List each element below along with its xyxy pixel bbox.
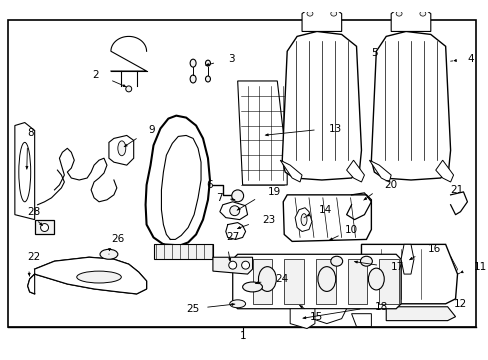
Ellipse shape — [330, 11, 336, 16]
Polygon shape — [347, 259, 366, 304]
Polygon shape — [15, 122, 35, 220]
Polygon shape — [28, 257, 146, 294]
Text: 2: 2 — [92, 70, 99, 80]
Text: 21: 21 — [449, 185, 463, 195]
Polygon shape — [109, 135, 133, 165]
Ellipse shape — [19, 142, 31, 202]
Polygon shape — [361, 244, 457, 304]
Text: 1: 1 — [239, 332, 245, 342]
Polygon shape — [237, 81, 286, 185]
Polygon shape — [370, 31, 449, 180]
Polygon shape — [284, 259, 304, 304]
Polygon shape — [295, 208, 311, 231]
Ellipse shape — [228, 261, 236, 269]
Text: 14: 14 — [318, 205, 331, 215]
Text: 9: 9 — [148, 126, 155, 135]
Ellipse shape — [190, 59, 196, 67]
Ellipse shape — [77, 271, 121, 283]
Ellipse shape — [190, 75, 196, 83]
Ellipse shape — [125, 86, 131, 92]
Text: 8: 8 — [28, 129, 34, 139]
Polygon shape — [368, 160, 390, 182]
Ellipse shape — [241, 261, 249, 269]
Polygon shape — [220, 202, 247, 220]
Polygon shape — [306, 309, 346, 324]
Text: 17: 17 — [390, 262, 404, 272]
Text: 10: 10 — [345, 225, 357, 234]
Text: 28: 28 — [28, 207, 41, 217]
Ellipse shape — [100, 249, 118, 259]
Polygon shape — [35, 220, 54, 234]
Polygon shape — [282, 31, 361, 180]
Ellipse shape — [360, 256, 371, 266]
Text: 27: 27 — [225, 233, 239, 242]
Text: 6: 6 — [205, 180, 212, 190]
Text: 23: 23 — [262, 215, 275, 225]
Ellipse shape — [419, 11, 425, 16]
Polygon shape — [289, 309, 314, 329]
Text: 12: 12 — [453, 299, 466, 309]
Ellipse shape — [367, 268, 384, 290]
Polygon shape — [346, 160, 364, 182]
Ellipse shape — [229, 300, 245, 308]
Polygon shape — [302, 7, 341, 31]
Ellipse shape — [242, 282, 262, 292]
Polygon shape — [315, 259, 335, 304]
Polygon shape — [351, 314, 370, 327]
Ellipse shape — [306, 11, 312, 16]
Text: 25: 25 — [186, 304, 199, 314]
Polygon shape — [400, 244, 413, 274]
Polygon shape — [153, 244, 212, 259]
Polygon shape — [390, 7, 430, 31]
Ellipse shape — [118, 141, 125, 156]
Ellipse shape — [205, 76, 210, 82]
Polygon shape — [252, 259, 272, 304]
Polygon shape — [212, 257, 252, 274]
Text: 18: 18 — [374, 302, 387, 312]
Ellipse shape — [258, 267, 276, 291]
Ellipse shape — [41, 224, 48, 231]
Text: 4: 4 — [467, 54, 473, 64]
Text: 26: 26 — [111, 234, 124, 244]
Text: 19: 19 — [267, 187, 280, 197]
Polygon shape — [280, 160, 302, 182]
Text: 11: 11 — [472, 262, 486, 272]
Polygon shape — [232, 254, 400, 309]
Polygon shape — [386, 307, 455, 321]
Text: 3: 3 — [227, 54, 234, 64]
Ellipse shape — [205, 60, 210, 66]
Ellipse shape — [229, 206, 239, 216]
Ellipse shape — [317, 267, 335, 291]
Text: 16: 16 — [427, 244, 440, 254]
Text: 24: 24 — [275, 274, 288, 284]
Polygon shape — [435, 160, 453, 182]
Polygon shape — [379, 259, 398, 304]
Text: 5: 5 — [370, 48, 377, 58]
Text: 20: 20 — [384, 180, 397, 190]
Text: 22: 22 — [28, 252, 41, 262]
Text: 13: 13 — [328, 123, 341, 134]
Ellipse shape — [301, 214, 306, 226]
Ellipse shape — [330, 256, 342, 266]
Ellipse shape — [231, 190, 243, 202]
Text: 7: 7 — [216, 193, 222, 203]
Ellipse shape — [395, 11, 401, 16]
Text: 15: 15 — [310, 312, 323, 322]
Polygon shape — [283, 195, 370, 242]
